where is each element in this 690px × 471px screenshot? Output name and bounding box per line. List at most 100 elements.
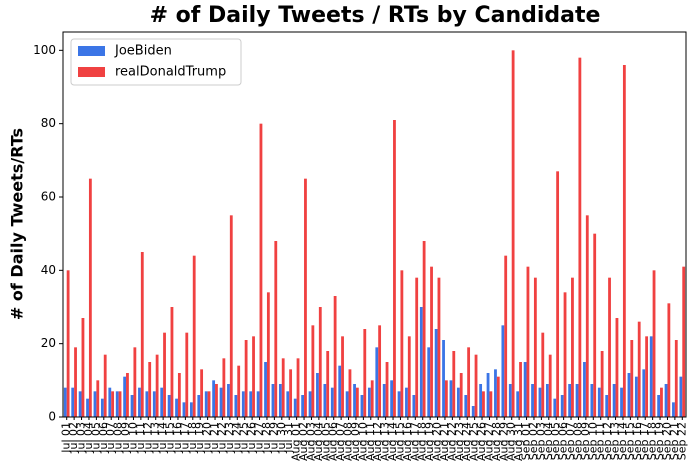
bar <box>622 65 626 417</box>
x-tick-label: Jul 09 <box>119 422 132 454</box>
x-tick-label: Sep 16 <box>631 422 644 460</box>
bar <box>308 391 312 417</box>
bar <box>155 354 159 417</box>
bar <box>281 358 285 417</box>
bar <box>222 358 226 417</box>
bar <box>637 321 641 417</box>
x-tick-label: Jul 17 <box>178 422 191 454</box>
x-tick-label: Jul 15 <box>164 422 177 454</box>
x-tick-label: Aug 31 <box>512 422 525 461</box>
bar <box>615 318 619 417</box>
bar <box>459 373 463 417</box>
bar <box>412 395 416 417</box>
bar <box>407 336 411 417</box>
bar <box>593 233 597 417</box>
bar <box>130 395 134 417</box>
bar <box>605 395 609 417</box>
bar <box>316 373 319 417</box>
bar <box>100 398 104 417</box>
bar <box>511 50 515 417</box>
bar <box>400 270 404 417</box>
bar <box>160 387 164 417</box>
x-tick-label: Sep 21 <box>668 422 681 460</box>
x-tick-label: Jul 06 <box>97 422 110 454</box>
x-tick-label: Sep 03 <box>534 422 547 460</box>
bar <box>189 402 193 417</box>
bar <box>560 395 564 417</box>
bar <box>333 296 337 417</box>
bar <box>479 384 483 417</box>
bar <box>148 362 152 417</box>
x-tick-label: Aug 21 <box>438 422 451 461</box>
bar <box>152 391 156 417</box>
bar <box>215 384 218 417</box>
bar <box>393 120 396 417</box>
bar <box>286 391 290 417</box>
bar <box>568 384 572 417</box>
x-tick-label: Sep 02 <box>527 422 540 460</box>
bar <box>583 362 586 417</box>
x-tick-label: Aug 24 <box>460 422 473 461</box>
bar <box>385 362 389 417</box>
bar <box>74 347 77 417</box>
bar <box>338 365 342 417</box>
bar <box>456 387 460 417</box>
x-tick-label: Aug 15 <box>393 422 406 461</box>
bar <box>608 277 611 417</box>
bar <box>118 391 122 417</box>
bar <box>504 255 508 417</box>
bar <box>182 402 186 417</box>
bar <box>63 387 67 417</box>
bar <box>533 277 537 417</box>
bar <box>427 347 431 417</box>
bar <box>289 369 293 417</box>
x-tick-label: Sep 18 <box>646 422 659 460</box>
y-axis-label: # of Daily Tweets/RTs <box>8 128 27 320</box>
bar <box>323 384 327 417</box>
x-tick-label: Jul 14 <box>156 422 169 454</box>
bar <box>556 171 560 417</box>
bar <box>259 123 263 418</box>
bar <box>494 369 497 417</box>
x-tick-label: Jul 03 <box>75 422 88 454</box>
bar <box>415 277 419 417</box>
bar <box>271 384 275 417</box>
bar <box>200 369 204 417</box>
y-tick-label: 40 <box>41 263 56 277</box>
bar <box>311 325 315 417</box>
x-tick-label: Jul 27 <box>253 422 266 454</box>
bar <box>304 178 307 417</box>
x-tick-label: Jul 11 <box>134 422 147 454</box>
x-tick-label: Aug 17 <box>408 422 421 461</box>
bar <box>241 391 245 417</box>
bar <box>341 336 344 417</box>
bar <box>578 57 582 418</box>
legend: JoeBiden realDonaldTrump <box>70 38 242 86</box>
bar <box>474 354 478 417</box>
bar <box>227 384 230 417</box>
bar <box>657 395 661 417</box>
x-tick-label: Aug 25 <box>468 422 481 461</box>
bar <box>489 391 493 417</box>
x-tick-label: Sep 13 <box>609 422 622 460</box>
bar <box>278 384 282 417</box>
bar <box>449 380 453 417</box>
x-tick-label: Sep 19 <box>653 422 666 460</box>
bar <box>170 307 174 417</box>
y-tick-label: 0 <box>48 410 56 424</box>
bar <box>115 391 119 417</box>
bar <box>126 373 129 417</box>
bar <box>348 369 352 417</box>
bar <box>496 376 500 417</box>
bar <box>167 395 171 417</box>
x-tick-label: Aug 18 <box>416 422 429 461</box>
bar <box>370 380 374 417</box>
x-tick-label: Jul 18 <box>186 422 199 454</box>
bar <box>256 391 260 417</box>
x-tick-label: Aug 08 <box>342 422 355 461</box>
bar <box>430 266 433 417</box>
x-tick-label: Jul 29 <box>267 422 280 454</box>
x-tick-label: Jul 02 <box>67 422 80 454</box>
bar <box>192 255 196 417</box>
bar <box>367 387 371 417</box>
